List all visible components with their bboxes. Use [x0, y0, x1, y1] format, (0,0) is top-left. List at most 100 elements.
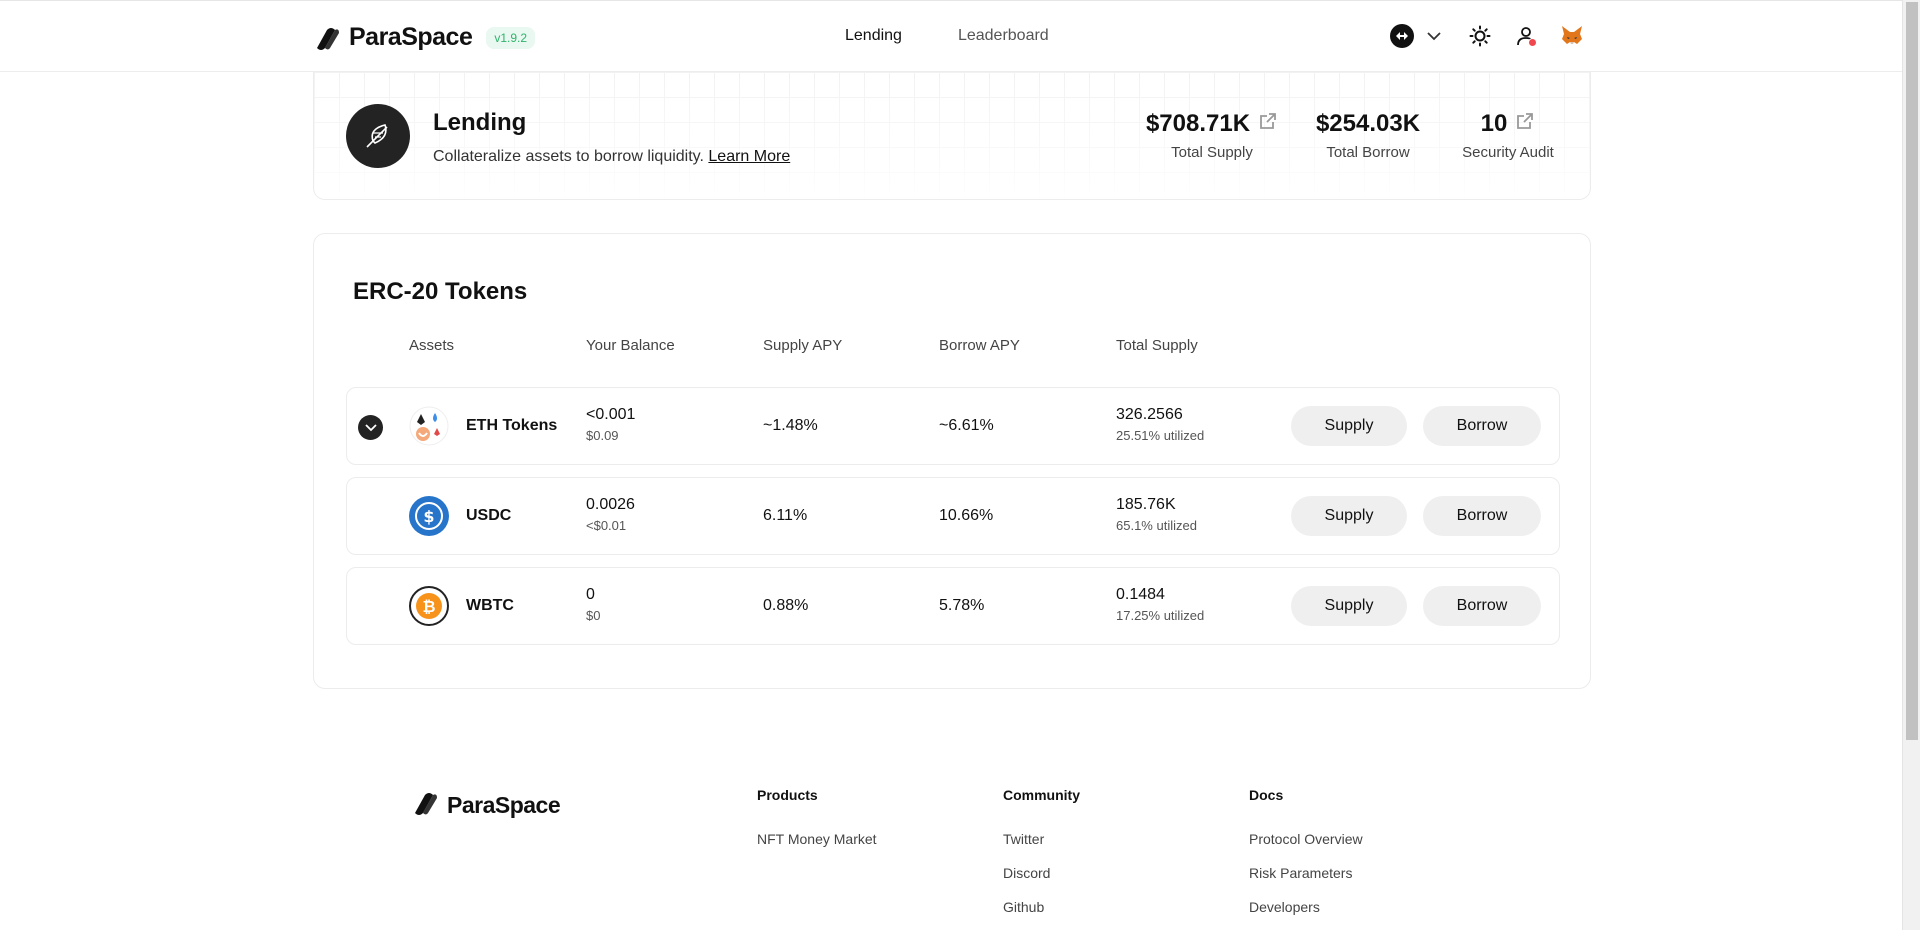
- footer-column-products: Products NFT Money Market: [757, 787, 877, 847]
- expand-chevron-icon[interactable]: [358, 415, 383, 440]
- column-assets: Assets: [409, 337, 455, 354]
- balance-amount: <0.001: [586, 406, 636, 423]
- network-switch-icon: [1390, 24, 1414, 48]
- footer-column-community: Community Twitter Discord Github: [1003, 787, 1080, 915]
- balance-amount: 0: [586, 586, 595, 603]
- svg-text:₿: ₿: [422, 597, 435, 616]
- total-supply-amount: 185.76K: [1116, 496, 1176, 513]
- column-supply-apy: Supply APY: [763, 337, 843, 354]
- network-selector[interactable]: [1390, 24, 1446, 48]
- supply-button[interactable]: Supply: [1291, 496, 1407, 536]
- utilization-rate: 65.1% utilized: [1116, 518, 1197, 533]
- supply-apy-value: 6.11%: [763, 507, 808, 524]
- chevron-down-icon: [1422, 24, 1446, 48]
- balance-usd: <$0.01: [586, 518, 627, 533]
- wbtc-icon: ₿: [409, 586, 449, 626]
- borrow-apy-value: 5.78%: [939, 597, 985, 614]
- total-supply-value: $708.71K: [1145, 110, 1251, 137]
- brand-name: ParaSpace: [349, 23, 473, 51]
- nav-lending[interactable]: Lending: [845, 27, 902, 44]
- page-scrollbar[interactable]: [1902, 0, 1920, 930]
- column-your-balance: Your Balance: [586, 337, 675, 354]
- external-link-icon[interactable]: [1258, 110, 1278, 138]
- total-supply-cell: 326.2566 25.51% utilized: [1116, 406, 1204, 443]
- security-audit-value: 10: [1480, 110, 1508, 137]
- total-supply-amount: 0.1484: [1116, 586, 1165, 603]
- footer-link-nft-money-market[interactable]: NFT Money Market: [757, 831, 877, 847]
- table-header: Assets Your Balance Supply APY Borrow AP…: [314, 337, 1590, 357]
- page-title: Lending: [433, 109, 527, 136]
- external-link-icon[interactable]: [1515, 110, 1535, 138]
- erc20-tokens-card: ERC-20 Tokens Assets Your Balance Supply…: [313, 233, 1591, 689]
- total-supply-label: Total Supply: [1171, 144, 1253, 161]
- borrow-button[interactable]: Borrow: [1423, 406, 1541, 446]
- footer-link-discord[interactable]: Discord: [1003, 865, 1051, 881]
- footer-link-twitter[interactable]: Twitter: [1003, 831, 1045, 847]
- total-borrow-stat: $254.03K Total Borrow: [1310, 110, 1426, 161]
- supply-button[interactable]: Supply: [1291, 586, 1407, 626]
- account-icon[interactable]: [1514, 24, 1538, 48]
- balance-usd: $0.09: [586, 428, 619, 443]
- balance-amount: 0.0026: [586, 496, 635, 513]
- metamask-fox-icon[interactable]: [1560, 24, 1584, 48]
- version-badge: v1.9.2: [486, 26, 536, 49]
- table-row[interactable]: $ USDC 0.0026 <$0.01 6.11% 10.66% 185.76…: [346, 477, 1560, 555]
- balance-cell: <0.001 $0.09: [586, 406, 635, 443]
- balance-usd: $0: [586, 608, 601, 623]
- utilization-rate: 25.51% utilized: [1116, 428, 1205, 443]
- borrow-apy-value: ~6.61%: [939, 417, 994, 434]
- security-audit-label: Security Audit: [1462, 144, 1554, 161]
- total-supply-cell: 0.1484 17.25% utilized: [1116, 586, 1204, 623]
- top-navigation-bar: ParaSpace v1.9.2 Lending Leaderboard: [0, 0, 1902, 72]
- total-supply-amount: 326.2566: [1116, 406, 1183, 423]
- section-title: ERC-20 Tokens: [353, 278, 528, 305]
- usdc-icon: $: [409, 496, 449, 536]
- footer-heading: Community: [1003, 787, 1080, 803]
- paraspace-logo-icon: [411, 789, 439, 822]
- total-borrow-value: $254.03K: [1315, 110, 1421, 137]
- main-nav: Lending Leaderboard: [845, 27, 1049, 45]
- footer-heading: Docs: [1249, 787, 1284, 803]
- supply-apy-value: 0.88%: [763, 597, 809, 614]
- footer-link-developers[interactable]: Developers: [1249, 899, 1320, 915]
- footer-link-protocol-overview[interactable]: Protocol Overview: [1249, 831, 1363, 847]
- lending-feather-icon: [346, 104, 410, 168]
- learn-more-link[interactable]: Learn More: [708, 148, 791, 165]
- nav-leaderboard[interactable]: Leaderboard: [957, 27, 1049, 44]
- table-row[interactable]: ₿ WBTC 0 $0 0.88% 5.78% 0.1484 17.25% ut…: [346, 567, 1560, 645]
- footer-link-github[interactable]: Github: [1003, 899, 1045, 915]
- notification-dot: [1528, 38, 1537, 47]
- footer-logo[interactable]: ParaSpace: [411, 789, 561, 822]
- asset-name: WBTC: [466, 597, 514, 614]
- column-total-supply: Total Supply: [1116, 337, 1198, 354]
- footer-column-docs: Docs Protocol Overview Risk Parameters D…: [1249, 787, 1363, 915]
- scrollbar-thumb[interactable]: [1906, 2, 1918, 740]
- brand-logo[interactable]: ParaSpace v1.9.2: [313, 23, 536, 52]
- borrow-apy-value: 10.66%: [939, 507, 994, 524]
- supply-button[interactable]: Supply: [1291, 406, 1407, 446]
- supply-apy-value: ~1.48%: [763, 417, 818, 434]
- svg-text:$: $: [423, 507, 434, 526]
- security-audit-stat: 10 Security Audit: [1451, 110, 1565, 161]
- footer-link-risk-parameters[interactable]: Risk Parameters: [1249, 865, 1353, 881]
- balance-cell: 0.0026 <$0.01: [586, 496, 635, 533]
- paraspace-logo-icon: [313, 24, 341, 52]
- header-actions: [1390, 24, 1584, 48]
- asset-name: ETH Tokens: [466, 417, 558, 434]
- total-supply-stat: $708.71K Total Supply: [1145, 110, 1278, 161]
- lending-summary-card: Lending Collateralize assets to borrow l…: [313, 72, 1591, 200]
- page-subtitle: Collateralize assets to borrow liquidity…: [433, 148, 791, 165]
- eth-tokens-icon: [409, 406, 449, 446]
- theme-sun-icon[interactable]: [1468, 24, 1492, 48]
- balance-cell: 0 $0: [586, 586, 600, 623]
- footer-heading: Products: [757, 787, 818, 803]
- footer-brand-name: ParaSpace: [447, 792, 561, 818]
- total-borrow-label: Total Borrow: [1326, 144, 1410, 161]
- asset-name: USDC: [466, 507, 512, 524]
- borrow-button[interactable]: Borrow: [1423, 496, 1541, 536]
- total-supply-cell: 185.76K 65.1% utilized: [1116, 496, 1197, 533]
- utilization-rate: 17.25% utilized: [1116, 608, 1205, 623]
- borrow-button[interactable]: Borrow: [1423, 586, 1541, 626]
- table-row[interactable]: ETH Tokens <0.001 $0.09 ~1.48% ~6.61% 32…: [346, 387, 1560, 465]
- column-borrow-apy: Borrow APY: [939, 337, 1020, 354]
